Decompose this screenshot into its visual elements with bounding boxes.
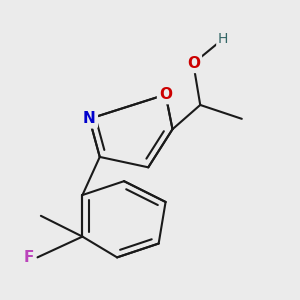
Text: N: N [83, 111, 96, 126]
Text: O: O [159, 87, 172, 102]
Text: O: O [187, 56, 200, 71]
Text: F: F [24, 250, 34, 265]
Text: H: H [218, 32, 228, 46]
